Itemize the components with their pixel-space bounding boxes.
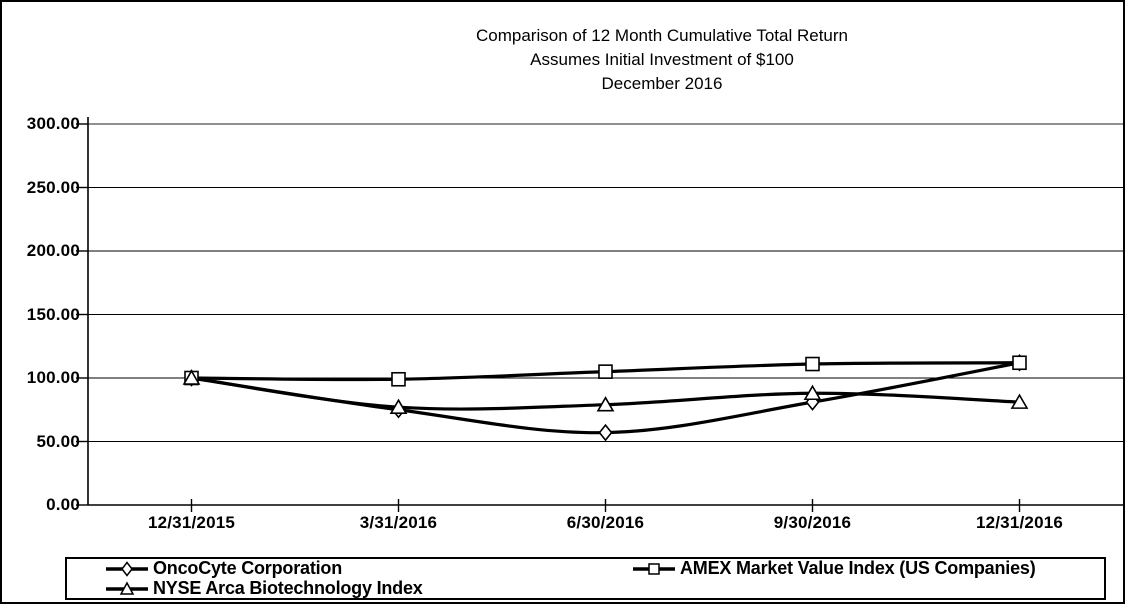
legend-item-nyse-arca-biotechnology-index: NYSE Arca Biotechnology Index xyxy=(105,578,632,599)
x-tick-label: 9/30/2016 xyxy=(773,513,852,532)
legend-item-amex-market-value-index-us-companies: AMEX Market Value Index (US Companies) xyxy=(632,558,1104,579)
chart-title-block: Comparison of 12 Month Cumulative Total … xyxy=(476,24,848,96)
y-tick-label: 200.00 xyxy=(26,241,80,260)
chart-subtitle: Assumes Initial Investment of $100 xyxy=(530,50,794,69)
legend-label: OncoCyte Corporation xyxy=(153,558,343,578)
triangle-legend-marker-icon xyxy=(106,580,148,595)
chart-subtitle-date: December 2016 xyxy=(601,74,723,93)
x-tick-label: 12/31/2016 xyxy=(975,513,1064,532)
triangle-marker-nyse-arca-biotechnology-index xyxy=(596,396,615,412)
x-tick-label: 3/31/2016 xyxy=(359,513,438,532)
x-tick-label: 12/31/2015 xyxy=(147,513,236,532)
square-legend-marker-icon xyxy=(633,562,675,575)
diamond-marker-oncocyte-corporation xyxy=(598,423,613,442)
triangle-marker-nyse-arca-biotechnology-index xyxy=(1010,393,1029,409)
legend: OncoCyte Corporation AMEX Market Value In… xyxy=(65,557,1106,600)
diamond-legend-marker-icon xyxy=(106,560,148,577)
x-tick-label: 6/30/2016 xyxy=(566,513,645,532)
triangle-marker-nyse-arca-biotechnology-index xyxy=(803,384,822,401)
square-marker-amex-market-value-index-us-companies xyxy=(598,364,613,379)
triangle-marker-nyse-arca-biotechnology-index xyxy=(182,369,201,385)
y-tick-label: 100.00 xyxy=(26,368,80,387)
square-marker-amex-market-value-index-us-companies xyxy=(391,371,406,387)
legend-label: AMEX Market Value Index (US Companies) xyxy=(680,558,1036,578)
y-tick-label: 250.00 xyxy=(26,177,80,197)
legend-item-oncocyte-corporation: OncoCyte Corporation xyxy=(105,558,632,579)
y-tick-label: 150.00 xyxy=(26,304,80,324)
y-tick-label: 50.00 xyxy=(36,431,80,451)
square-marker-amex-market-value-index-us-companies xyxy=(1012,355,1027,371)
chart-title: Comparison of 12 Month Cumulative Total … xyxy=(476,26,848,45)
y-tick-label: 0.00 xyxy=(46,495,80,514)
square-marker-amex-market-value-index-us-companies xyxy=(805,356,820,372)
triangle-marker-nyse-arca-biotechnology-index xyxy=(389,398,408,415)
y-tick-label: 300.00 xyxy=(26,114,80,133)
legend-label: NYSE Arca Biotechnology Index xyxy=(153,578,423,598)
